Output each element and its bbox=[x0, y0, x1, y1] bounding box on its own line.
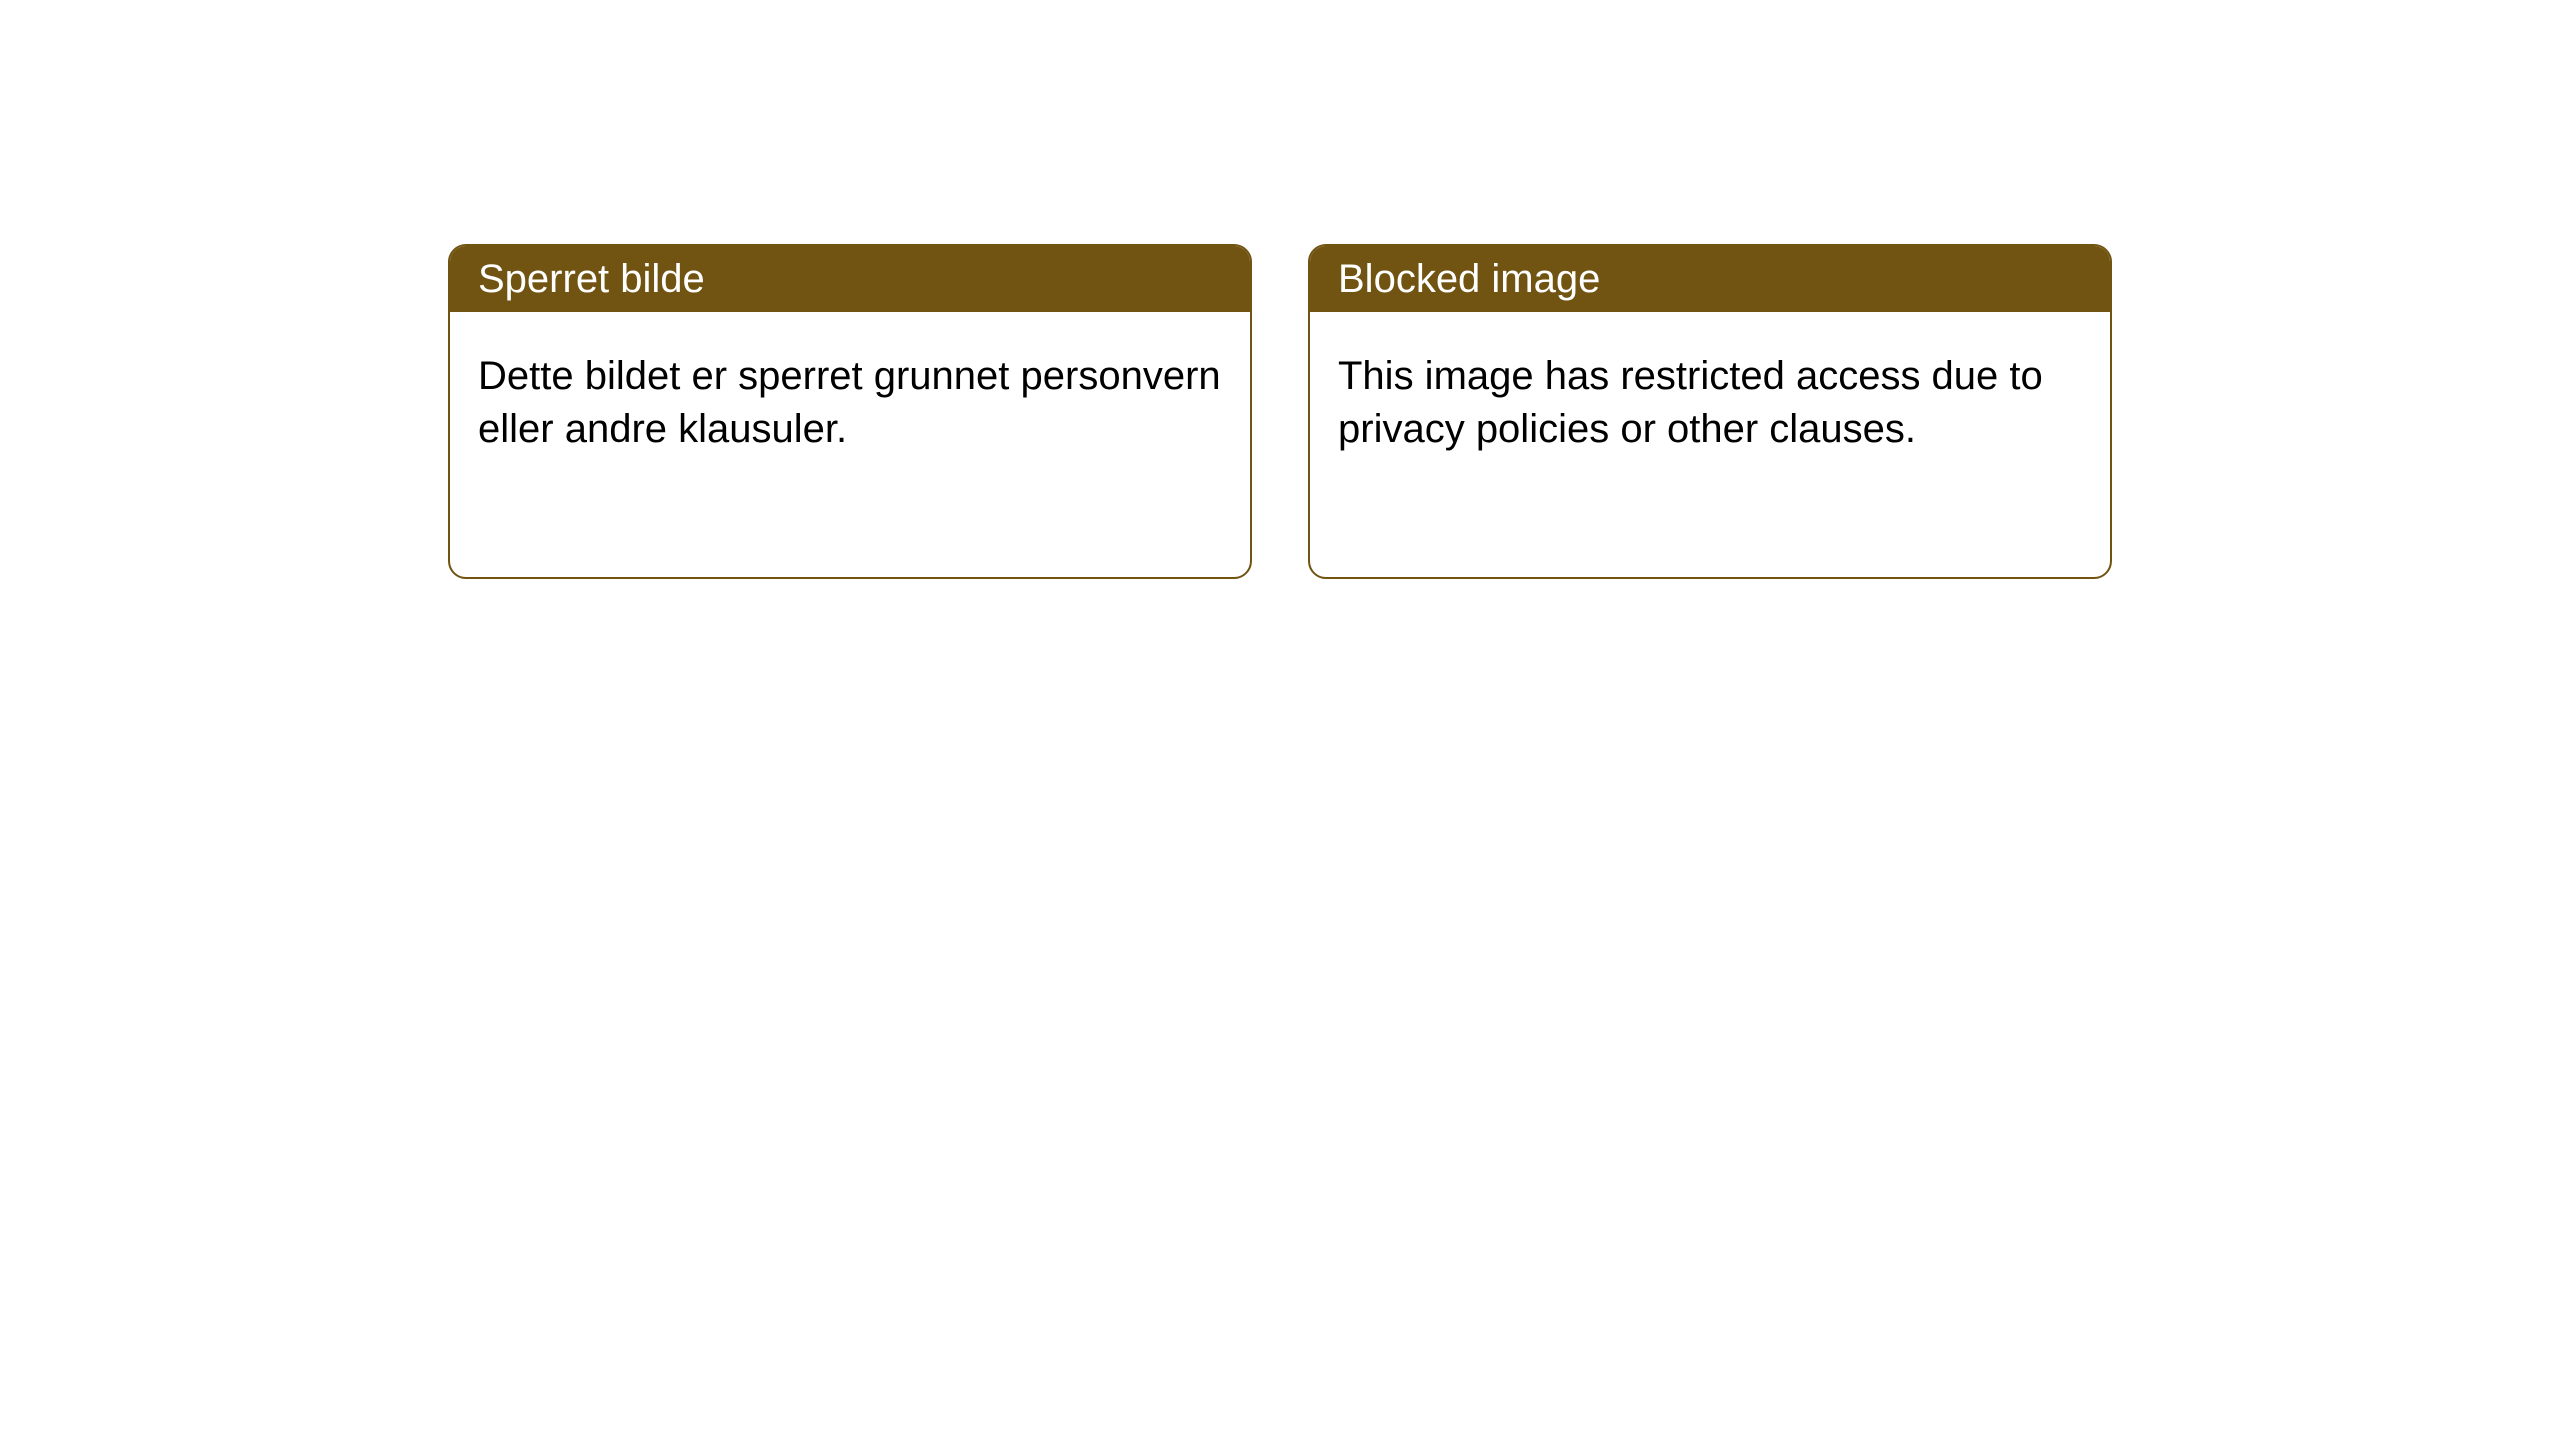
notice-card-container: Sperret bilde Dette bildet er sperret gr… bbox=[448, 244, 2112, 579]
card-header: Blocked image bbox=[1310, 246, 2110, 312]
card-body-text: This image has restricted access due to … bbox=[1338, 354, 2043, 451]
card-header: Sperret bilde bbox=[450, 246, 1250, 312]
card-title: Blocked image bbox=[1338, 257, 1600, 301]
card-body: This image has restricted access due to … bbox=[1310, 312, 2110, 494]
card-body-text: Dette bildet er sperret grunnet personve… bbox=[478, 354, 1221, 451]
notice-card-english: Blocked image This image has restricted … bbox=[1308, 244, 2112, 579]
notice-card-norwegian: Sperret bilde Dette bildet er sperret gr… bbox=[448, 244, 1252, 579]
card-title: Sperret bilde bbox=[478, 257, 705, 301]
card-body: Dette bildet er sperret grunnet personve… bbox=[450, 312, 1250, 494]
